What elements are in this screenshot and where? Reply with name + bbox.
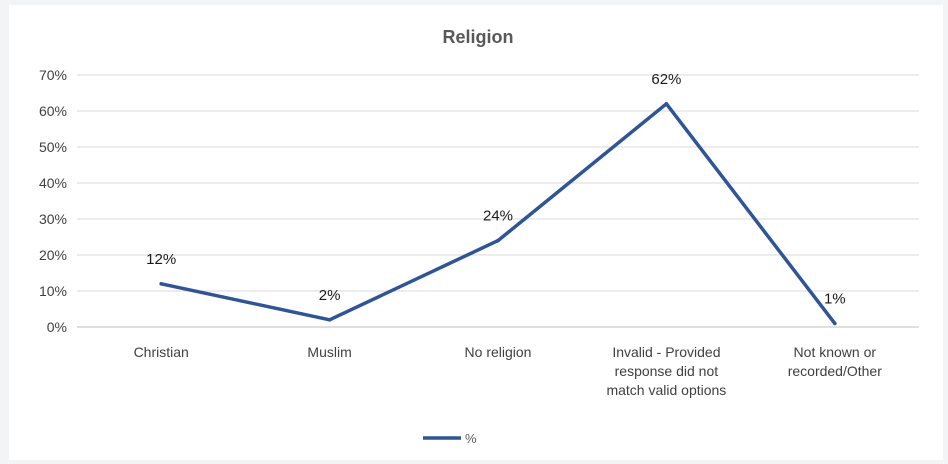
legend-label: %: [465, 431, 477, 446]
y-tick-label: 40%: [39, 175, 67, 191]
data-point: [159, 282, 163, 286]
y-axis-ticks: 0% 10% 20% 30% 40% 50% 60% 70%: [39, 67, 67, 335]
y-tick-label: 10%: [39, 283, 67, 299]
data-label: 62%: [651, 71, 681, 88]
chart-title: Religion: [443, 27, 514, 47]
y-tick-label: 20%: [39, 247, 67, 263]
data-point: [664, 102, 669, 106]
y-tick-label: 70%: [39, 67, 67, 83]
x-category-label: Muslim: [307, 344, 351, 360]
data-label: 12%: [146, 251, 176, 268]
y-tick-label: 50%: [39, 139, 67, 155]
x-category-label: No religion: [465, 344, 532, 360]
x-category-label: Invalid - Provided response did not match …: [606, 344, 726, 398]
y-tick-label: 60%: [39, 103, 67, 119]
data-labels: 12% 2% 24% 62% 1%: [146, 71, 845, 308]
data-label: 24%: [483, 208, 513, 225]
y-tick-label: 30%: [39, 211, 67, 227]
legend: %: [423, 431, 477, 446]
y-tick-label: 0%: [47, 319, 67, 335]
x-category-label: Christian: [134, 344, 189, 360]
x-category-label: Not known or recorded/Other: [788, 344, 882, 379]
series-lines: [159, 102, 837, 326]
data-label: 2%: [319, 287, 341, 304]
line-chart: Religion 0% 10% 20% 30% 40% 50% 60% 70% Christi…: [39, 27, 919, 446]
data-label: 1%: [824, 290, 846, 307]
data-point: [327, 318, 332, 322]
data-point: [496, 238, 500, 243]
x-axis-categories: Christian Muslim No religion Invalid - Prov…: [134, 344, 883, 398]
chart-frame: Religion 0% 10% 20% 30% 40% 50% 60% 70% Christi…: [9, 5, 943, 460]
gridlines: [77, 74, 919, 328]
data-point: [833, 321, 837, 326]
